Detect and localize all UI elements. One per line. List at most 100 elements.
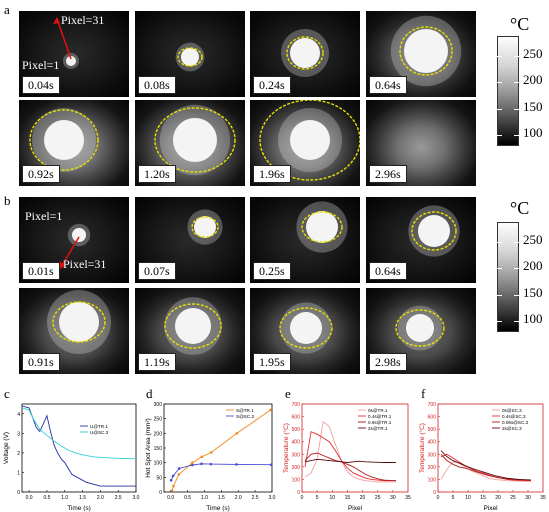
legend-entry: 2s@TR.1 [368, 426, 388, 431]
legend-entry: 0.4s@TR.1 [368, 414, 392, 419]
plot-frame [163, 403, 273, 493]
hot-spot [175, 308, 211, 344]
colorbar-label: 150 [523, 99, 543, 114]
thermal-image-overlay [187, 209, 223, 245]
y-tick-label: 200 [292, 465, 301, 471]
x-tick-label: 2.5 [252, 495, 259, 501]
time-label: 0.64s [369, 76, 407, 94]
x-tick-label: 35 [540, 495, 546, 501]
arrow-head [59, 261, 66, 269]
series-line [304, 431, 396, 482]
colorbar-a [497, 36, 519, 146]
legend-entry: S@SC.3 [236, 414, 254, 419]
hot-spot-boundary [177, 47, 203, 67]
data-point [200, 462, 203, 466]
hot-spot [290, 120, 330, 160]
y-axis-label: Hot Spot Area (mm²) [145, 418, 152, 478]
thermal-image-tile: 0.08s [135, 11, 245, 97]
y-tick-label: 300 [428, 452, 437, 458]
panel-letter-b: b [4, 193, 11, 208]
legend-entry: 0s@TR.1 [368, 408, 388, 413]
pixel-label-end: Pixel=31 [61, 13, 105, 27]
y-tick-label: 1 [17, 470, 20, 476]
series-line [440, 461, 531, 482]
data-point [209, 451, 213, 454]
thermal-image-overlay [164, 297, 222, 355]
x-tick-label: 0.5 [43, 495, 50, 501]
data-point [200, 455, 204, 459]
y-tick-label: 50 [156, 475, 162, 481]
colorbar-label: 250 [523, 232, 543, 247]
y-tick-label: 100 [428, 477, 437, 483]
hot-spot [418, 215, 450, 247]
time-label: 1.19s [138, 353, 176, 371]
time-label: 0.08s [138, 76, 176, 94]
data-point [177, 467, 181, 470]
thermal-image-overlay [47, 290, 111, 354]
legend-entry: U@SC.3 [90, 430, 109, 435]
thermal-image-tile: 0.04s Pixel=31 Pixel=1 [19, 11, 129, 97]
thermal-image-overlay [408, 205, 460, 257]
y-tick-label: 4 [17, 412, 20, 418]
x-tick-label: 2.0 [235, 495, 242, 501]
y-tick-label: 3 [17, 431, 20, 437]
thermal-image-tile: 0.07s [135, 197, 245, 283]
x-tick-label: 1.0 [201, 495, 208, 501]
x-tick-label: 10 [330, 495, 336, 501]
thermal-image-tile: 1.19s [135, 288, 245, 374]
hot-spot-boundary [52, 301, 106, 343]
x-tick-label: 5 [316, 495, 319, 501]
time-label: 2.96s [369, 165, 407, 183]
hot-spot [59, 302, 99, 342]
series-line [304, 458, 396, 463]
y-tick-label: 400 [428, 440, 437, 446]
hot-spot [306, 211, 338, 243]
x-tick-label: 0.0 [167, 495, 174, 501]
y-axis-label: Temperature (°C) [418, 423, 426, 473]
data-point [209, 462, 213, 466]
x-tick-label: 25 [375, 495, 381, 501]
x-tick-label: 25 [510, 495, 516, 501]
thermal-image-tile: 0.92s [19, 100, 129, 186]
data-point [191, 461, 194, 464]
hot-spot-boundary [395, 309, 445, 347]
y-tick-label: 500 [292, 427, 301, 433]
x-tick-label: 0 [437, 495, 440, 501]
x-tick-label: 3.0 [269, 495, 276, 501]
y-axis-label: Voltage (V) [3, 432, 10, 464]
panel-letter-f: f [421, 386, 426, 401]
colorbar-label: 200 [523, 258, 543, 273]
hot-spot [44, 120, 84, 160]
pixel-label-end: Pixel=31 [63, 257, 107, 271]
data-point [235, 432, 239, 435]
x-tick-label: 30 [390, 495, 396, 501]
thermal-image-tile: 0.64s [366, 197, 476, 283]
hot-spot-boundary [259, 100, 360, 181]
plot-frame [437, 403, 544, 493]
data-point [269, 408, 272, 412]
y-tick-label: 600 [428, 415, 437, 421]
x-tick-label: 15 [345, 495, 351, 501]
thermal-image-overlay [59, 223, 91, 269]
panel-letter-a: a [4, 2, 10, 17]
panel-letter-c: c [4, 386, 10, 401]
hot-spot [173, 118, 217, 162]
y-tick-label: 600 [292, 415, 301, 421]
time-label: 2.98s [369, 353, 407, 371]
y-tick-label: 0 [17, 490, 20, 496]
data-point [171, 474, 175, 478]
hot-spot [181, 48, 199, 66]
thermal-image-overlay [29, 108, 99, 172]
data-point [270, 463, 273, 467]
thermal-image-tile: 1.20s [135, 100, 245, 186]
thermal-image-tile: 1.96s [250, 100, 360, 186]
x-tick-label: 2.0 [97, 495, 104, 501]
pixel-direction-arrow [56, 18, 72, 60]
hot-spot-boundary [286, 36, 324, 70]
x-axis-label: Time (s) [67, 505, 91, 512]
x-tick-label: 10 [465, 495, 471, 501]
colorbar-label: 150 [523, 285, 543, 300]
plot-frame [301, 403, 409, 493]
time-label: 1.95s [253, 353, 291, 371]
y-tick-label: 200 [428, 465, 437, 471]
